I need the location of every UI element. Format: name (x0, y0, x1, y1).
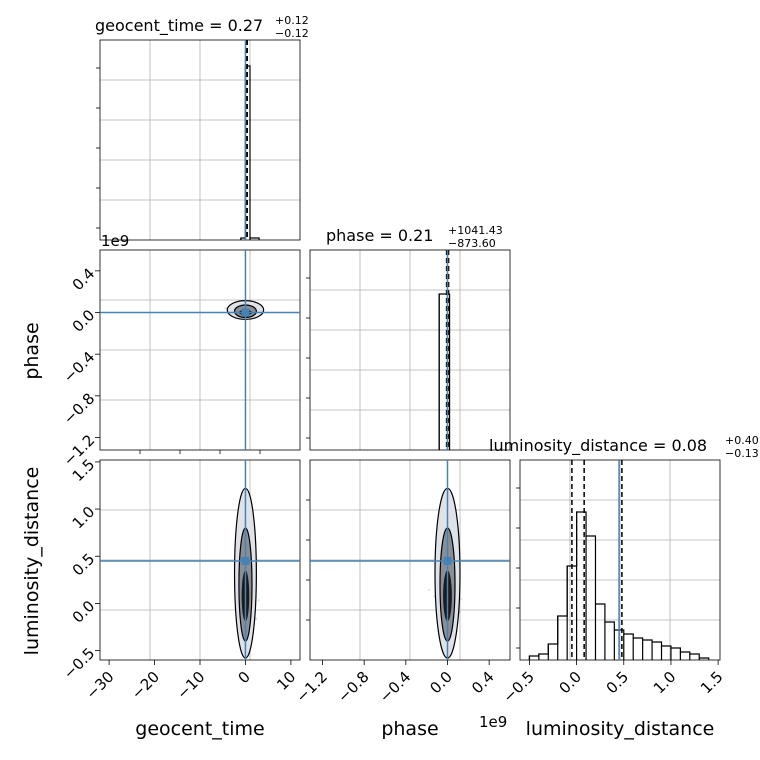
panel-frame (99, 249, 301, 451)
truth-marker (443, 556, 452, 565)
title-phase-main: phase = 0.21 (326, 226, 433, 245)
scatter-point (257, 599, 260, 602)
x-tick-label: −10 (173, 668, 208, 703)
panel-frame (99, 39, 301, 241)
scatter-point (433, 595, 436, 598)
histogram-step (240, 65, 260, 240)
x-tick-label: −0.4 (376, 668, 414, 706)
x-tick-label: 0 (234, 668, 253, 687)
truth-marker (241, 308, 250, 317)
title-phase: phase = 0.21 (326, 226, 433, 245)
panel-luminosity-distance-hist: −0.5 0.0 0.5 1.0 1.5 (499, 459, 727, 706)
y-tick-label: 1.0 (69, 503, 99, 533)
scatter-point (428, 589, 431, 592)
x-tick-label: 1.0 (650, 668, 680, 698)
panel-content (310, 460, 510, 660)
truth-marker (241, 556, 250, 565)
offset-text-x-phase: 1e9 (479, 713, 507, 731)
title-geocent-time-sup: +0.12 (275, 14, 309, 27)
panel-luminosity-distance-vs-geocent-time: −30 −20 −10 0 10−0.50.00.51.01.5 (60, 456, 301, 703)
title-geocent-time-sub: −0.12 (275, 27, 309, 40)
panel-frame (309, 249, 511, 451)
x-tick-label: 0.5 (603, 668, 633, 698)
x-tick-label: 0.4 (468, 668, 498, 698)
panel-frame (309, 459, 511, 661)
x-tick-label: 0.0 (555, 668, 585, 698)
scatter-point (224, 306, 227, 310)
x-tick-label: −30 (82, 668, 117, 703)
scatter-point (255, 617, 258, 620)
y-tick-label: −0.5 (60, 644, 98, 682)
xlabel-luminosity-distance: luminosity_distance (526, 718, 715, 740)
y-tick-label: 0.0 (69, 306, 99, 336)
title-phase-sup: +1041.43 (448, 224, 503, 237)
x-tick-label: −0.8 (334, 668, 372, 706)
ylabel-luminosity-distance: luminosity_distance (21, 467, 43, 656)
xlabel-phase: phase (381, 718, 438, 740)
title-geocent-time-main: geocent_time = 0.27 (95, 16, 263, 36)
panel-frame (519, 459, 721, 661)
y-tick-label: 0.0 (69, 597, 99, 627)
x-tick-label: 0.0 (426, 668, 456, 698)
panel-luminosity-distance-vs-phase: −1.2 −0.8 −0.4 0.0 0.4 (292, 459, 511, 706)
panel-phase-hist (306, 249, 511, 451)
title-luminosity-distance-sub: −0.13 (725, 447, 759, 460)
title-geocent-time: geocent_time = 0.27 (95, 16, 263, 36)
x-tick-label: 1.5 (697, 668, 727, 698)
panel-phase-vs-geocent-time: −1.2−0.8−0.40.00.4 (60, 249, 301, 470)
title-luminosity-distance-sup: +0.40 (725, 434, 759, 447)
y-tick-label: 0.4 (69, 264, 99, 294)
y-tick-label: −0.8 (60, 389, 98, 427)
panel-content (100, 460, 300, 660)
y-tick-label: 0.5 (69, 550, 99, 580)
title-luminosity-distance-main: luminosity_distance = 0.08 (489, 436, 707, 456)
title-luminosity-distance: luminosity_distance = 0.08 (489, 436, 707, 456)
offset-text-phase: 1e9 (101, 232, 129, 250)
scatter-point (459, 597, 463, 601)
panel-content (100, 250, 300, 450)
ylabel-phase: phase (21, 322, 43, 379)
xlabel-geocent-time: geocent_time (135, 718, 264, 740)
x-tick-label: −20 (128, 668, 163, 703)
x-tick-label: −1.2 (292, 668, 330, 706)
title-phase-sub: −873.60 (448, 237, 496, 250)
panel-geocent-time-hist (96, 39, 301, 241)
x-tick-label: −0.5 (499, 668, 537, 706)
y-tick-label: −0.4 (60, 348, 98, 386)
